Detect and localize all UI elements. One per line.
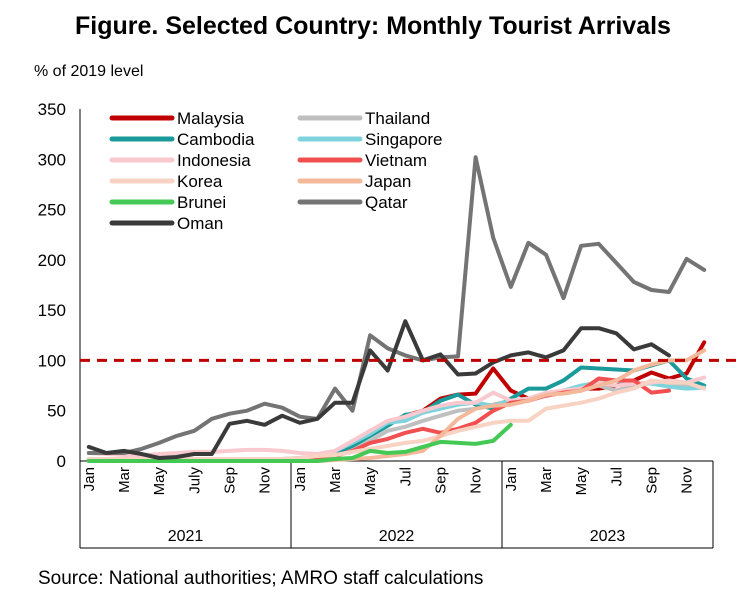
y-tick-label: 100 (38, 351, 66, 370)
y-tick-label: 200 (38, 251, 66, 270)
month-tick-label: Jan (292, 467, 309, 491)
year-label: 2021 (168, 528, 204, 545)
y-tick-label: 300 (38, 150, 66, 169)
month-tick-label: Jan (81, 467, 98, 491)
y-tick-label: 350 (38, 100, 66, 119)
month-tick-label: Nov (679, 467, 696, 494)
source-note: Source: National authorities; AMRO staff… (38, 568, 484, 589)
y-tick-label: 250 (38, 201, 66, 220)
month-tick-label: Jul (397, 467, 414, 486)
year-label: 2022 (379, 528, 415, 545)
legend-label: Thailand (365, 109, 430, 128)
y-tick-label: 50 (47, 402, 66, 421)
year-label: 2023 (590, 528, 626, 545)
series-line-brunei (86, 422, 513, 463)
legend-label: Cambodia (177, 130, 255, 149)
month-tick-label: Mar (327, 467, 344, 493)
legend-label: Korea (177, 172, 223, 191)
chart-title: Figure. Selected Country: Monthly Touris… (75, 12, 671, 40)
month-tick-label: Sep (643, 467, 660, 494)
y-tick-label: 0 (57, 452, 66, 471)
legend-label: Malaysia (177, 109, 245, 128)
month-tick-label: Nov (468, 467, 485, 494)
legend-label: Vietnam (365, 151, 427, 170)
month-tick-label: May (151, 467, 168, 496)
month-tick-label: Jul (608, 467, 625, 486)
month-tick-label: Sep (221, 467, 238, 494)
y-axis-label: % of 2019 level (34, 63, 144, 80)
series-line-qatar (86, 155, 707, 455)
month-tick-label: Jan (503, 467, 520, 491)
month-tick-label: Nov (257, 467, 274, 494)
month-tick-label: Mar (116, 467, 133, 493)
legend-label: Oman (177, 214, 223, 233)
legend-label: Qatar (365, 193, 408, 212)
legend-label: Indonesia (177, 151, 251, 170)
legend-label: Brunei (177, 193, 226, 212)
legend-label: Japan (365, 172, 411, 191)
month-tick-label: May (573, 467, 590, 496)
y-tick-label: 150 (38, 301, 66, 320)
month-tick-label: Sep (432, 467, 449, 494)
legend-label: Singapore (365, 130, 443, 149)
month-tick-label: Mar (538, 467, 555, 493)
month-tick-label: July (186, 467, 203, 494)
month-tick-label: May (362, 467, 379, 496)
